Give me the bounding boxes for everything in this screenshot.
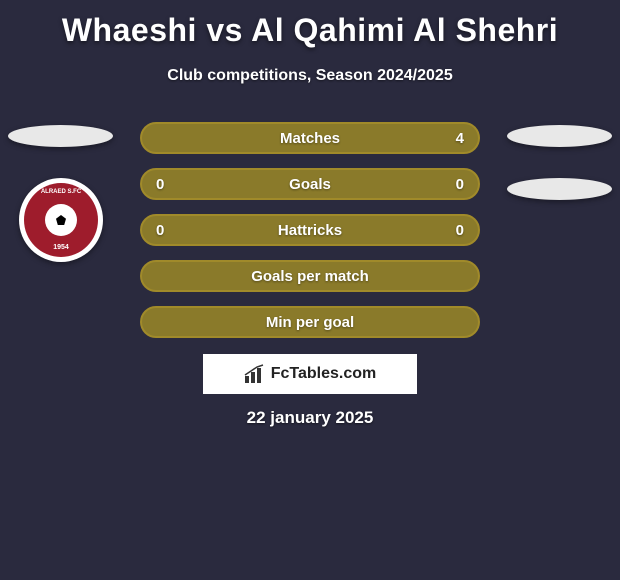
stat-right-value: 0 <box>434 222 464 239</box>
club-logo: ALRAED S.FC 1954 <box>19 178 103 262</box>
stat-row: Goals per match <box>140 260 480 292</box>
stat-row: Matches4 <box>140 122 480 154</box>
date-text: 22 january 2025 <box>0 408 620 428</box>
stat-label: Goals per match <box>186 268 434 285</box>
soccer-ball-icon <box>45 204 77 236</box>
stat-label: Min per goal <box>186 314 434 331</box>
branding-watermark: FcTables.com <box>203 354 417 394</box>
page-subtitle: Club competitions, Season 2024/2025 <box>0 67 620 85</box>
club-year-text: 1954 <box>53 244 69 251</box>
player-ellipse-right-2 <box>507 178 612 200</box>
stat-right-value: 4 <box>434 130 464 147</box>
stat-right-value: 0 <box>434 176 464 193</box>
branding-text: FcTables.com <box>271 365 377 383</box>
stat-row: 0Hattricks0 <box>140 214 480 246</box>
stat-left-value: 0 <box>156 176 186 193</box>
player-ellipse-right-1 <box>507 125 612 147</box>
stat-label: Matches <box>186 130 434 147</box>
stat-left-value: 0 <box>156 222 186 239</box>
stat-row: Min per goal <box>140 306 480 338</box>
stat-label: Goals <box>186 176 434 193</box>
stat-label: Hattricks <box>186 222 434 239</box>
club-name-text: ALRAED S.FC <box>41 189 81 195</box>
stat-row: 0Goals0 <box>140 168 480 200</box>
player-ellipse-left <box>8 125 113 147</box>
chart-icon <box>244 364 266 384</box>
page-title: Whaeshi vs Al Qahimi Al Shehri <box>0 0 620 49</box>
stats-container: Matches40Goals00Hattricks0Goals per matc… <box>140 122 480 352</box>
